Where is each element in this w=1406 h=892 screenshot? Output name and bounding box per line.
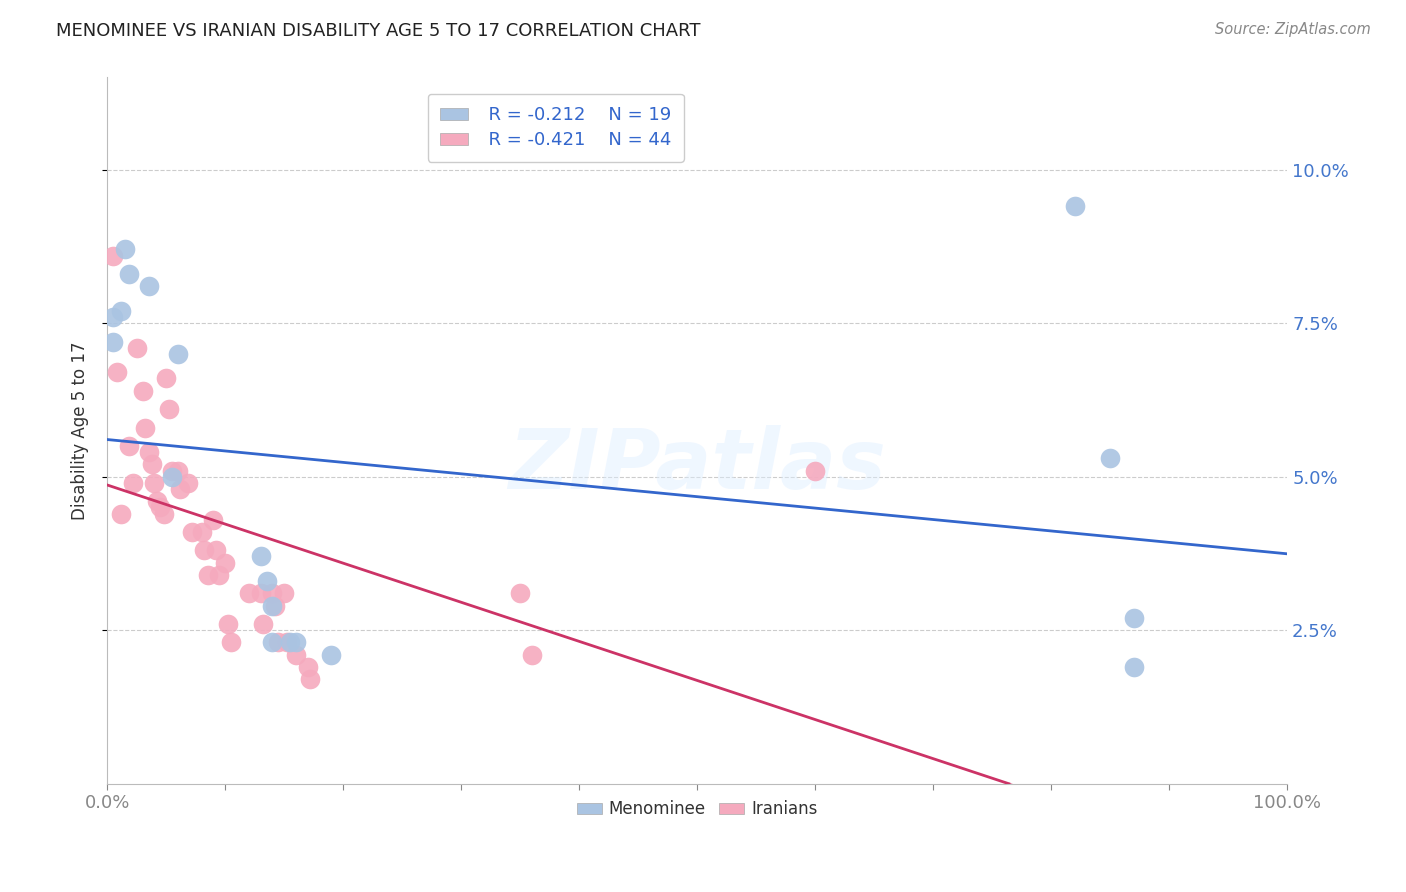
Point	[208, 568, 231, 582]
Text: ZIPatlas: ZIPatlas	[509, 425, 886, 507]
Point	[249, 549, 271, 564]
Point	[114, 243, 136, 257]
Point	[249, 586, 271, 600]
Point	[141, 458, 163, 472]
Point	[125, 341, 148, 355]
Point	[1122, 660, 1144, 674]
Point	[520, 648, 543, 662]
Legend: Menominee, Iranians: Menominee, Iranians	[571, 794, 824, 825]
Point	[267, 635, 290, 649]
Point	[103, 334, 125, 349]
Point	[252, 617, 274, 632]
Point	[155, 371, 177, 385]
Point	[238, 586, 260, 600]
Point	[262, 586, 284, 600]
Point	[256, 574, 278, 588]
Point	[273, 586, 295, 600]
Point	[153, 507, 176, 521]
Point	[167, 463, 190, 477]
Point	[197, 568, 219, 582]
Point	[122, 475, 145, 490]
Point	[297, 660, 319, 674]
Point	[263, 599, 285, 613]
Point	[138, 445, 160, 459]
Point	[103, 248, 125, 262]
Point	[804, 463, 827, 477]
Point	[169, 482, 191, 496]
Point	[190, 524, 212, 539]
Point	[262, 635, 284, 649]
Point	[205, 543, 228, 558]
Point	[167, 347, 190, 361]
Point	[117, 439, 139, 453]
Point	[262, 599, 284, 613]
Point	[193, 543, 215, 558]
Point	[276, 635, 298, 649]
Point	[157, 402, 180, 417]
Point	[321, 648, 343, 662]
Point	[217, 617, 239, 632]
Point	[160, 463, 183, 477]
Point	[214, 556, 236, 570]
Point	[143, 475, 166, 490]
Point	[1063, 199, 1085, 213]
Point	[134, 420, 156, 434]
Point	[103, 310, 125, 324]
Point	[149, 500, 172, 515]
Point	[110, 507, 132, 521]
Point	[160, 469, 183, 483]
Point	[131, 384, 153, 398]
Point	[278, 635, 301, 649]
Point	[1099, 451, 1122, 466]
Point	[117, 267, 139, 281]
Point	[146, 494, 169, 508]
Point	[105, 365, 128, 379]
Point	[110, 303, 132, 318]
Point	[285, 635, 308, 649]
Point	[509, 586, 531, 600]
Point	[176, 475, 198, 490]
Point	[1122, 611, 1144, 625]
Point	[202, 513, 225, 527]
Point	[138, 279, 160, 293]
Point	[299, 673, 322, 687]
Text: MENOMINEE VS IRANIAN DISABILITY AGE 5 TO 17 CORRELATION CHART: MENOMINEE VS IRANIAN DISABILITY AGE 5 TO…	[56, 22, 700, 40]
Point	[181, 524, 204, 539]
Y-axis label: Disability Age 5 to 17: Disability Age 5 to 17	[72, 342, 89, 520]
Point	[285, 648, 308, 662]
Point	[219, 635, 242, 649]
Text: Source: ZipAtlas.com: Source: ZipAtlas.com	[1215, 22, 1371, 37]
